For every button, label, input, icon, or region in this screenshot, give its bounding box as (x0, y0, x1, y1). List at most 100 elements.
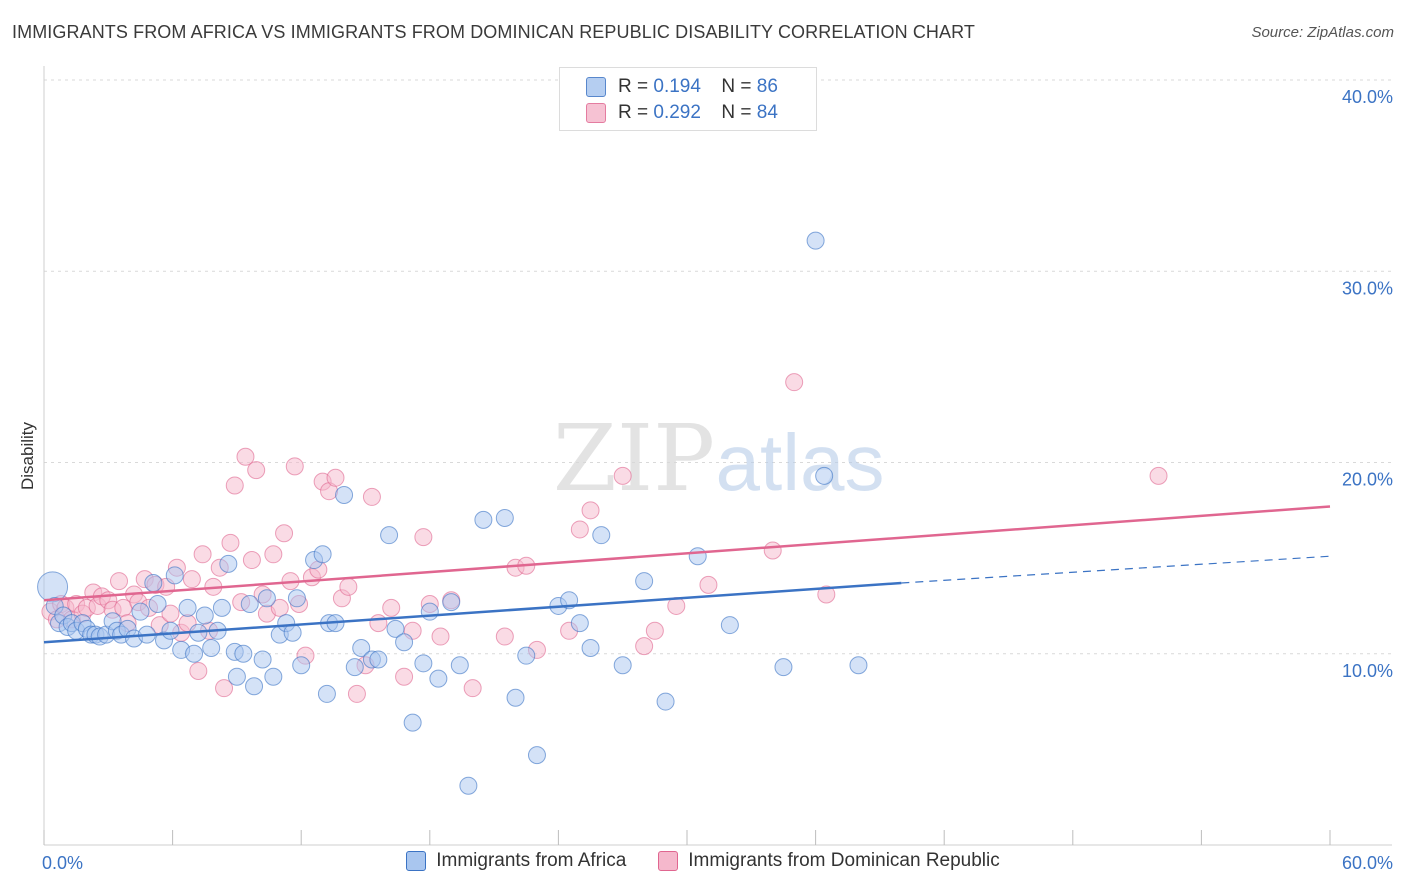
africa-point (234, 644, 253, 663)
dominican-point (285, 457, 304, 476)
africa-point (806, 231, 825, 250)
watermark-atlas: atlas (716, 418, 885, 507)
legend-swatch-africa (406, 851, 427, 871)
legend-item-africa[interactable]: Immigrants from Africa (406, 850, 626, 872)
africa-point (148, 595, 167, 614)
africa-point (656, 692, 675, 711)
x-tick-label: 0.0% (42, 853, 83, 873)
legend-swatch-dominican (586, 103, 606, 123)
r-value: 0.194 (653, 76, 701, 97)
y-tick-label: 30.0% (1342, 278, 1393, 298)
africa-point (450, 656, 469, 675)
africa-point (774, 658, 793, 677)
dominican-point (347, 684, 366, 703)
africa-point (161, 621, 180, 640)
dominican-point (182, 570, 201, 589)
africa-point (592, 526, 611, 545)
africa-point (849, 656, 868, 675)
africa-point (495, 508, 514, 527)
africa-point (613, 656, 632, 675)
africa-point (442, 593, 461, 612)
legend-row-dominican: R = 0.292 N = 84 (586, 102, 778, 124)
dominican-point (395, 667, 414, 686)
n-label: N = (721, 76, 752, 97)
dominican-point (763, 541, 782, 560)
africa-point (506, 688, 525, 707)
dominican-point (463, 679, 482, 698)
dominican-point (189, 661, 208, 680)
legend-swatch-dominican (658, 851, 679, 871)
africa-point (245, 677, 264, 696)
africa-point (335, 486, 354, 505)
dominican-trend-line (43, 505, 1331, 602)
axes (43, 66, 1392, 846)
dominican-point (264, 545, 283, 564)
correlation-legend: R = 0.194 N = 86 R = 0.292 N = 84 (559, 67, 817, 131)
legend-row-africa: R = 0.194 N = 86 (586, 76, 778, 98)
africa-point (352, 639, 371, 658)
africa-point (240, 595, 259, 614)
dominican-point (785, 373, 804, 392)
legend-item-dominican[interactable]: Immigrants from Dominican Republic (658, 850, 1000, 872)
dominican-point (414, 528, 433, 547)
africa-point (815, 466, 834, 485)
africa-point (178, 598, 197, 617)
africa-point (165, 566, 184, 585)
series-africa-points (37, 231, 868, 795)
africa-point (720, 616, 739, 635)
r-value: 0.292 (653, 102, 701, 123)
dominican-point (635, 637, 654, 656)
africa-point (287, 589, 306, 608)
dominican-point (699, 575, 718, 594)
legend-swatch-africa (586, 77, 606, 97)
africa-point (527, 746, 546, 765)
watermark: ZIP atlas (553, 405, 885, 512)
africa-point (517, 646, 536, 665)
africa-point (386, 619, 405, 638)
dominican-point (236, 447, 255, 466)
africa-trend-extension (901, 555, 1331, 584)
africa-point (144, 573, 163, 592)
tick-labels: 10.0% 20.0% 30.0% 40.0% 0.0% 60.0% (42, 87, 1393, 873)
watermark-zip: ZIP (553, 405, 715, 512)
africa-point (219, 554, 238, 573)
africa-point (185, 644, 204, 663)
dominican-point (495, 627, 514, 646)
dominican-point (339, 577, 358, 596)
dominican-point (326, 468, 345, 487)
africa-point (570, 614, 589, 633)
africa-point (283, 623, 302, 642)
africa-point (345, 658, 364, 677)
dominican-point (247, 461, 266, 480)
y-axis-label: Disability (18, 421, 37, 490)
n-value: 84 (756, 102, 778, 123)
dominican-point (431, 627, 450, 646)
legend-label-africa: Immigrants from Africa (436, 850, 627, 871)
africa-point (212, 598, 231, 617)
dominican-point (362, 487, 381, 506)
dominican-point (817, 585, 836, 604)
africa-point (395, 633, 414, 652)
chart-title: IMMIGRANTS FROM AFRICA VS IMMIGRANTS FRO… (12, 22, 975, 42)
n-label: N = (721, 102, 752, 123)
dominican-point (110, 572, 129, 591)
y-tick-label: 40.0% (1342, 87, 1393, 107)
dominican-point (215, 679, 234, 698)
africa-point (459, 776, 478, 795)
dominican-point (225, 476, 244, 495)
africa-point (313, 545, 332, 564)
n-value: 86 (756, 76, 778, 97)
r-label: R = (618, 76, 649, 97)
dominican-point (1149, 466, 1168, 485)
dominican-point (382, 598, 401, 617)
y-tick-label: 20.0% (1342, 470, 1393, 490)
africa-point (227, 667, 246, 686)
dominican-point (270, 598, 289, 617)
africa-point (257, 589, 276, 608)
dominican-point (581, 501, 600, 520)
africa-point (414, 654, 433, 673)
africa-point (403, 713, 422, 732)
trend-lines (43, 505, 1331, 644)
grid-lines (44, 79, 1392, 655)
